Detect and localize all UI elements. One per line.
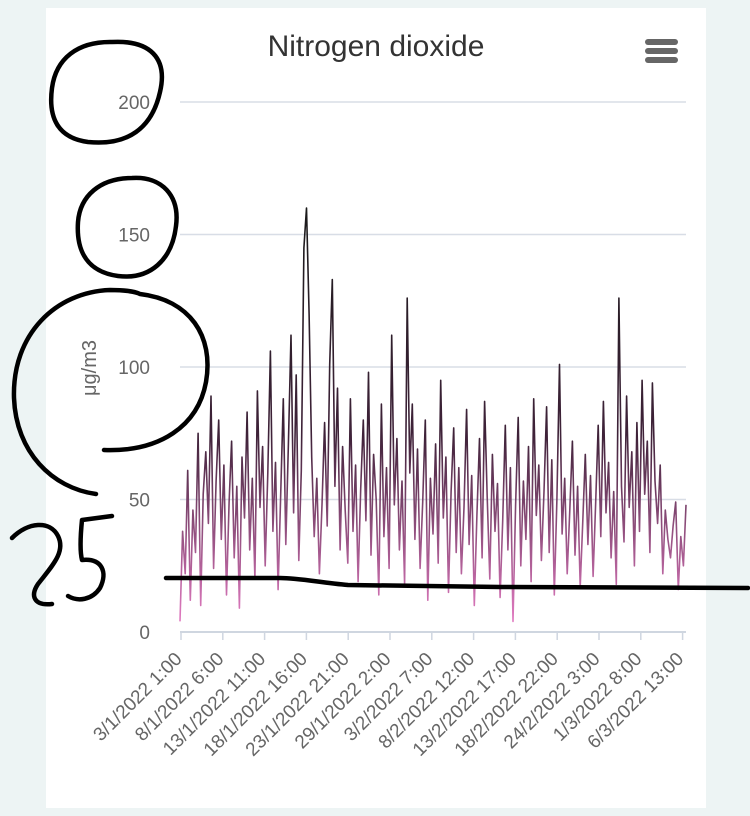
annotation-circle-3 bbox=[11, 287, 210, 497]
y-tick-label: 100 bbox=[118, 358, 150, 379]
annotation-threshold-line bbox=[163, 575, 750, 591]
y-tick-label: 150 bbox=[118, 226, 150, 247]
annotation-digit-5 bbox=[65, 513, 115, 602]
annotation-circle-1 bbox=[48, 39, 164, 145]
hamburger-menu-icon-middle bbox=[645, 48, 678, 54]
chart-card: Nitrogen dioxide bbox=[46, 8, 706, 808]
series-layer bbox=[179, 207, 687, 623]
y-axis-label: μg/m3 bbox=[79, 340, 101, 396]
series-line-no2 bbox=[179, 207, 687, 623]
chart-title: Nitrogen dioxide bbox=[267, 30, 485, 63]
y-tick-label: 0 bbox=[139, 623, 150, 644]
hamburger-menu-icon bbox=[645, 39, 678, 45]
hamburger-menu-icon-bottom bbox=[645, 57, 678, 63]
y-tick-label: 50 bbox=[129, 491, 150, 512]
chart-menu-button[interactable] bbox=[640, 30, 682, 72]
annotation-digit-2 bbox=[9, 522, 63, 607]
annotation-circle-2 bbox=[75, 175, 179, 279]
y-axis-layer: 0 50 100 150 200 bbox=[118, 93, 150, 644]
annotation-layer bbox=[9, 39, 750, 607]
y-tick-label: 200 bbox=[118, 93, 150, 114]
